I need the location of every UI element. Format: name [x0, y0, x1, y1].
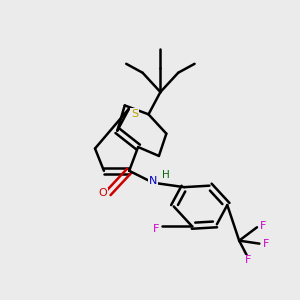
Text: O: O — [99, 188, 107, 198]
Text: F: F — [245, 255, 251, 265]
Text: F: F — [153, 224, 159, 234]
Text: H: H — [162, 170, 169, 180]
Text: F: F — [260, 221, 266, 231]
Text: F: F — [263, 238, 269, 249]
Text: N: N — [149, 176, 157, 186]
Text: S: S — [131, 109, 138, 119]
